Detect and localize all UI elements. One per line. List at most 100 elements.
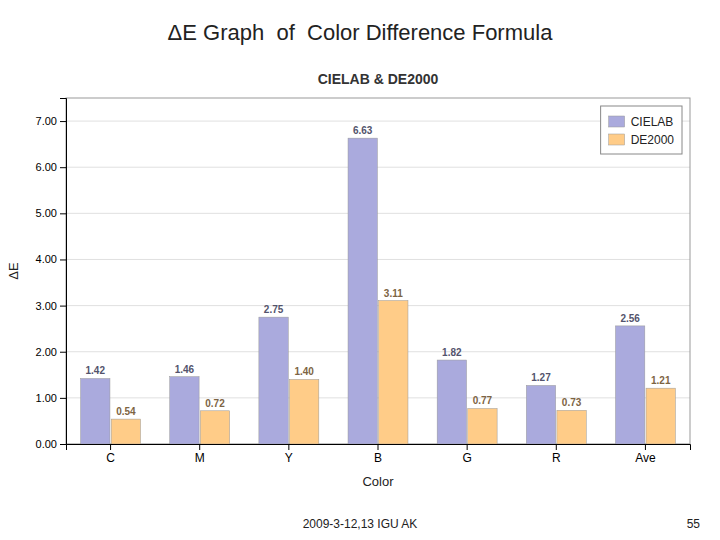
tick-mark (378, 444, 379, 450)
chart-svg: ΔE Graph of Color Difference Formula CIEL… (0, 0, 720, 540)
legend-label: CIELAB (631, 115, 674, 129)
bar (259, 317, 288, 444)
tick-label: B (374, 451, 382, 465)
data-label: 1.42 (86, 365, 106, 376)
y-tick: 2.00 (36, 346, 66, 358)
data-label: 1.21 (651, 375, 671, 386)
tick-label: 5.00 (36, 207, 57, 219)
grid-line (66, 397, 690, 398)
data-labels: 1.421.462.756.631.821.272.560.540.721.40… (86, 125, 671, 417)
tick-mark (288, 444, 289, 450)
data-label: 0.77 (473, 395, 493, 406)
bar (646, 388, 675, 444)
bar (615, 326, 644, 444)
bars (81, 138, 676, 444)
data-label: 1.27 (531, 372, 551, 383)
bar (437, 360, 466, 444)
bar (557, 410, 586, 444)
tick-label: Ave (635, 451, 656, 465)
axis-line (60, 99, 67, 445)
chart-subtitle: CIELAB & DE2000 (318, 71, 439, 87)
tick-label: 3.00 (36, 300, 57, 312)
legend-item: DE2000 (609, 133, 675, 147)
bar (200, 411, 229, 444)
data-label: 0.54 (116, 406, 136, 417)
tick-label: G (462, 451, 471, 465)
tick-mark (60, 259, 66, 260)
y-tick: 0.00 (36, 438, 66, 450)
bar (111, 419, 140, 444)
y-axis-title: ΔE (6, 262, 21, 280)
legend-box (601, 106, 682, 154)
grid-line (66, 259, 690, 260)
data-label: 1.82 (442, 347, 462, 358)
tick-mark (60, 444, 66, 445)
tick-label: 7.00 (36, 115, 57, 127)
tick-label: 4.00 (36, 253, 57, 265)
tick-mark (556, 444, 557, 450)
footer-note: 55 (687, 517, 701, 531)
tick-mark (60, 213, 66, 214)
tick-mark (60, 352, 66, 353)
y-tick: 7.00 (36, 115, 66, 127)
x-tick: G (462, 444, 471, 465)
tick-mark (467, 444, 468, 450)
bar (526, 385, 555, 444)
bar (81, 378, 110, 444)
grid-line (66, 213, 690, 214)
axis-line (67, 445, 691, 451)
tick-mark (199, 444, 200, 450)
x-tick: R (552, 444, 561, 465)
data-label: 6.63 (353, 125, 373, 136)
grid-line (66, 167, 690, 168)
x-axis: C M Y B G R Ave (67, 444, 691, 465)
bar-series (81, 138, 645, 444)
grid (66, 121, 690, 444)
tick-mark (60, 121, 66, 122)
grid-line (66, 305, 690, 306)
bar-series (111, 301, 675, 444)
legend-swatch (609, 134, 625, 145)
bar (379, 301, 408, 444)
tick-mark (60, 167, 66, 168)
x-tick: Y (285, 444, 293, 465)
chart-title: ΔE Graph of Color Difference Formula (168, 20, 554, 45)
y-tick: 1.00 (36, 392, 66, 404)
tick-mark (645, 444, 646, 450)
tick-label: Y (285, 451, 293, 465)
tick-label: R (552, 451, 561, 465)
tick-label: 6.00 (36, 161, 57, 173)
x-tick: Ave (635, 444, 656, 465)
tick-mark (110, 444, 111, 450)
footer-note: 2009-3-12,13 IGU AK (303, 517, 418, 531)
legend: CIELAB DE2000 (601, 106, 682, 154)
data-label: 2.56 (620, 313, 640, 324)
plot-area: 1.421.462.756.631.821.272.560.540.721.40… (6, 98, 691, 489)
x-tick: B (374, 444, 382, 465)
legend-item: CIELAB (609, 115, 674, 129)
bar (348, 138, 377, 444)
legend-label: DE2000 (631, 133, 675, 147)
y-tick: 4.00 (36, 253, 66, 265)
x-axis-title: Color (362, 474, 394, 489)
bar (289, 379, 318, 444)
x-tick: M (195, 444, 205, 465)
grid-line (66, 351, 690, 352)
grid-line (66, 121, 690, 122)
tick-label: 2.00 (36, 346, 57, 358)
y-tick: 5.00 (36, 207, 66, 219)
bar (468, 408, 497, 444)
tick-label: C (106, 451, 115, 465)
data-label: 2.75 (264, 304, 284, 315)
bar (170, 377, 199, 444)
tick-mark (60, 306, 66, 307)
data-label: 1.40 (294, 366, 314, 377)
data-label: 1.46 (175, 364, 195, 375)
tick-label: 1.00 (36, 392, 57, 404)
legend-swatch (609, 116, 625, 127)
data-label: 3.11 (384, 288, 403, 299)
y-tick: 3.00 (36, 300, 66, 312)
plot-frame (66, 98, 690, 444)
x-tick: C (106, 444, 115, 465)
y-axis: 0.00 1.00 2.00 3.00 4.00 5.00 6.00 7.00 (36, 99, 67, 451)
